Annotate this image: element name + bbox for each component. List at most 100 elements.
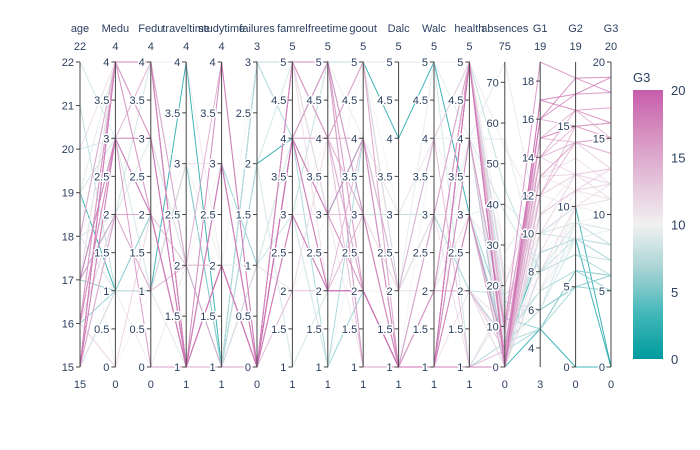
data-line bbox=[79, 60, 612, 369]
tick-label: 16 bbox=[62, 318, 74, 330]
tick-label: 1.5 bbox=[342, 324, 357, 336]
axes: age22151516171819202122Medu4000.511.522.… bbox=[60, 23, 619, 391]
tick-label: 4 bbox=[139, 57, 145, 69]
tick-label: 5 bbox=[599, 286, 605, 298]
axis-absences[interactable]: absences 75 00 10 20 30 40 50 60 70 bbox=[481, 23, 529, 391]
axis-max-label: 5 bbox=[466, 41, 472, 53]
tick-label: 1.5 bbox=[165, 311, 180, 323]
tick-label: 0 bbox=[139, 362, 145, 374]
tick-label: 5 bbox=[351, 57, 357, 69]
axis-g2[interactable]: G2 19 00 5 10 15 bbox=[556, 23, 583, 391]
axis-g3[interactable]: G3 20 00 5 10 15 20 bbox=[591, 23, 619, 391]
tick-label: 15 bbox=[593, 133, 605, 145]
axis-title: famrel bbox=[277, 23, 308, 35]
tick-label: 2.5 bbox=[165, 210, 180, 222]
tick-label: 0 bbox=[103, 362, 109, 374]
tick-label: 3.5 bbox=[165, 108, 180, 120]
axis-title: health bbox=[454, 23, 484, 35]
colorbar-tick-label: 5 bbox=[671, 285, 678, 300]
tick-label: 21 bbox=[62, 101, 74, 113]
tick-label: 22 bbox=[62, 57, 74, 69]
axis-g1[interactable]: G1 19 3 4 6 8 10 12 14 16 18 bbox=[520, 23, 548, 391]
tick-label: 1.5 bbox=[200, 311, 215, 323]
tick-label: 18 bbox=[522, 76, 534, 88]
colorbar: G3 0 5 10 15 20 bbox=[633, 70, 685, 367]
axis-min-label: 1 bbox=[219, 379, 225, 391]
tick-label: 4.5 bbox=[413, 95, 428, 107]
tick-label: 2 bbox=[139, 210, 145, 222]
data-line bbox=[79, 61, 612, 368]
axis-title: absences bbox=[481, 23, 529, 35]
tick-label: 10 bbox=[557, 201, 569, 213]
tick-label: 4.5 bbox=[307, 95, 322, 107]
axis-title: Medu bbox=[102, 23, 130, 35]
axis-max-label: 5 bbox=[360, 41, 366, 53]
axis-failures[interactable]: failures 3 00 0.5 1 1.5 2 2.5 3 bbox=[234, 23, 276, 391]
axis-min-label: 0 bbox=[573, 379, 579, 391]
axis-traveltime[interactable]: traveltime 4 11 1.5 2 2.5 3 3.5 4 bbox=[162, 23, 210, 391]
tick-label: 1.5 bbox=[130, 248, 145, 260]
tick-label: 4 bbox=[174, 57, 180, 69]
tick-label: 50 bbox=[487, 159, 499, 171]
tick-label: 1 bbox=[209, 362, 215, 374]
tick-label: 1.5 bbox=[307, 324, 322, 336]
tick-label: 3 bbox=[386, 210, 392, 222]
axis-min-label: 1 bbox=[431, 379, 437, 391]
tick-label: 0 bbox=[563, 362, 569, 374]
tick-label: 14 bbox=[522, 152, 534, 164]
axis-min-label: 0 bbox=[148, 379, 154, 391]
axis-title: G3 bbox=[604, 23, 619, 35]
axis-title: freetime bbox=[308, 23, 348, 35]
tick-label: 1.5 bbox=[271, 324, 286, 336]
axis-dalc[interactable]: Dalc 5 11 1.5 2 2.5 3 3.5 4 4.5 5 bbox=[376, 23, 411, 391]
axis-health[interactable]: health 5 11 1.5 2 2.5 3 3.5 4 4.5 5 bbox=[447, 23, 485, 391]
tick-label: 0 bbox=[493, 362, 499, 374]
tick-label: 40 bbox=[487, 199, 499, 211]
axis-min-label: 1 bbox=[360, 379, 366, 391]
axis-max-label: 19 bbox=[534, 41, 546, 53]
tick-label: 5 bbox=[457, 57, 463, 69]
axis-title: G2 bbox=[568, 23, 583, 35]
axis-medu[interactable]: Medu 4 00 0.5 1 1.5 2 2.5 3 3.5 4 bbox=[93, 23, 130, 391]
tick-label: 20 bbox=[487, 281, 499, 293]
tick-label: 15 bbox=[62, 362, 74, 374]
axis-goout[interactable]: goout 5 11 1.5 2 2.5 3 3.5 4 4.5 5 bbox=[340, 23, 377, 391]
tick-label: 20 bbox=[593, 57, 605, 69]
axis-min-label: 0 bbox=[608, 379, 614, 391]
tick-label: 1.5 bbox=[236, 210, 251, 222]
tick-label: 4 bbox=[422, 133, 428, 145]
tick-label: 19 bbox=[62, 188, 74, 200]
axis-walc[interactable]: Walc 5 11 1.5 2 2.5 3 3.5 4 4.5 5 bbox=[411, 23, 447, 391]
axis-title: Dalc bbox=[388, 23, 411, 35]
tick-label: 1 bbox=[316, 362, 322, 374]
axis-freetime[interactable]: freetime 5 11 1.5 2 2.5 3 3.5 4 4.5 5 bbox=[305, 23, 348, 391]
tick-label: 2.5 bbox=[271, 248, 286, 260]
axis-title: Walc bbox=[422, 23, 447, 35]
tick-label: 2 bbox=[280, 286, 286, 298]
tick-label: 2.5 bbox=[200, 210, 215, 222]
tick-label: 60 bbox=[487, 118, 499, 130]
axis-max-label: 4 bbox=[148, 41, 154, 53]
axis-min-label: 15 bbox=[74, 379, 86, 391]
tick-label: 5 bbox=[563, 282, 569, 294]
axis-min-label: 0 bbox=[254, 379, 260, 391]
axis-studytime[interactable]: studytime 4 11 1.5 2 2.5 3 3.5 4 bbox=[198, 23, 245, 391]
tick-label: 16 bbox=[522, 114, 534, 126]
tick-label: 20 bbox=[62, 144, 74, 156]
tick-label: 1 bbox=[422, 362, 428, 374]
tick-label: 3 bbox=[351, 210, 357, 222]
tick-label: 2 bbox=[457, 286, 463, 298]
tick-label: 10 bbox=[487, 321, 499, 333]
tick-label: 4 bbox=[457, 133, 463, 145]
tick-label: 4 bbox=[103, 57, 109, 69]
axis-max-label: 75 bbox=[499, 41, 511, 53]
axis-famrel[interactable]: famrel 5 11 1.5 2 2.5 3 3.5 4 4.5 5 bbox=[270, 23, 308, 391]
tick-label: 30 bbox=[487, 240, 499, 252]
tick-label: 0 bbox=[245, 362, 251, 374]
tick-label: 1 bbox=[103, 286, 109, 298]
axis-fedu[interactable]: Fedu 4 00 0.5 1 1.5 2 2.5 3 3.5 4 bbox=[128, 23, 164, 391]
axis-max-label: 20 bbox=[605, 41, 617, 53]
tick-label: 70 bbox=[487, 77, 499, 89]
